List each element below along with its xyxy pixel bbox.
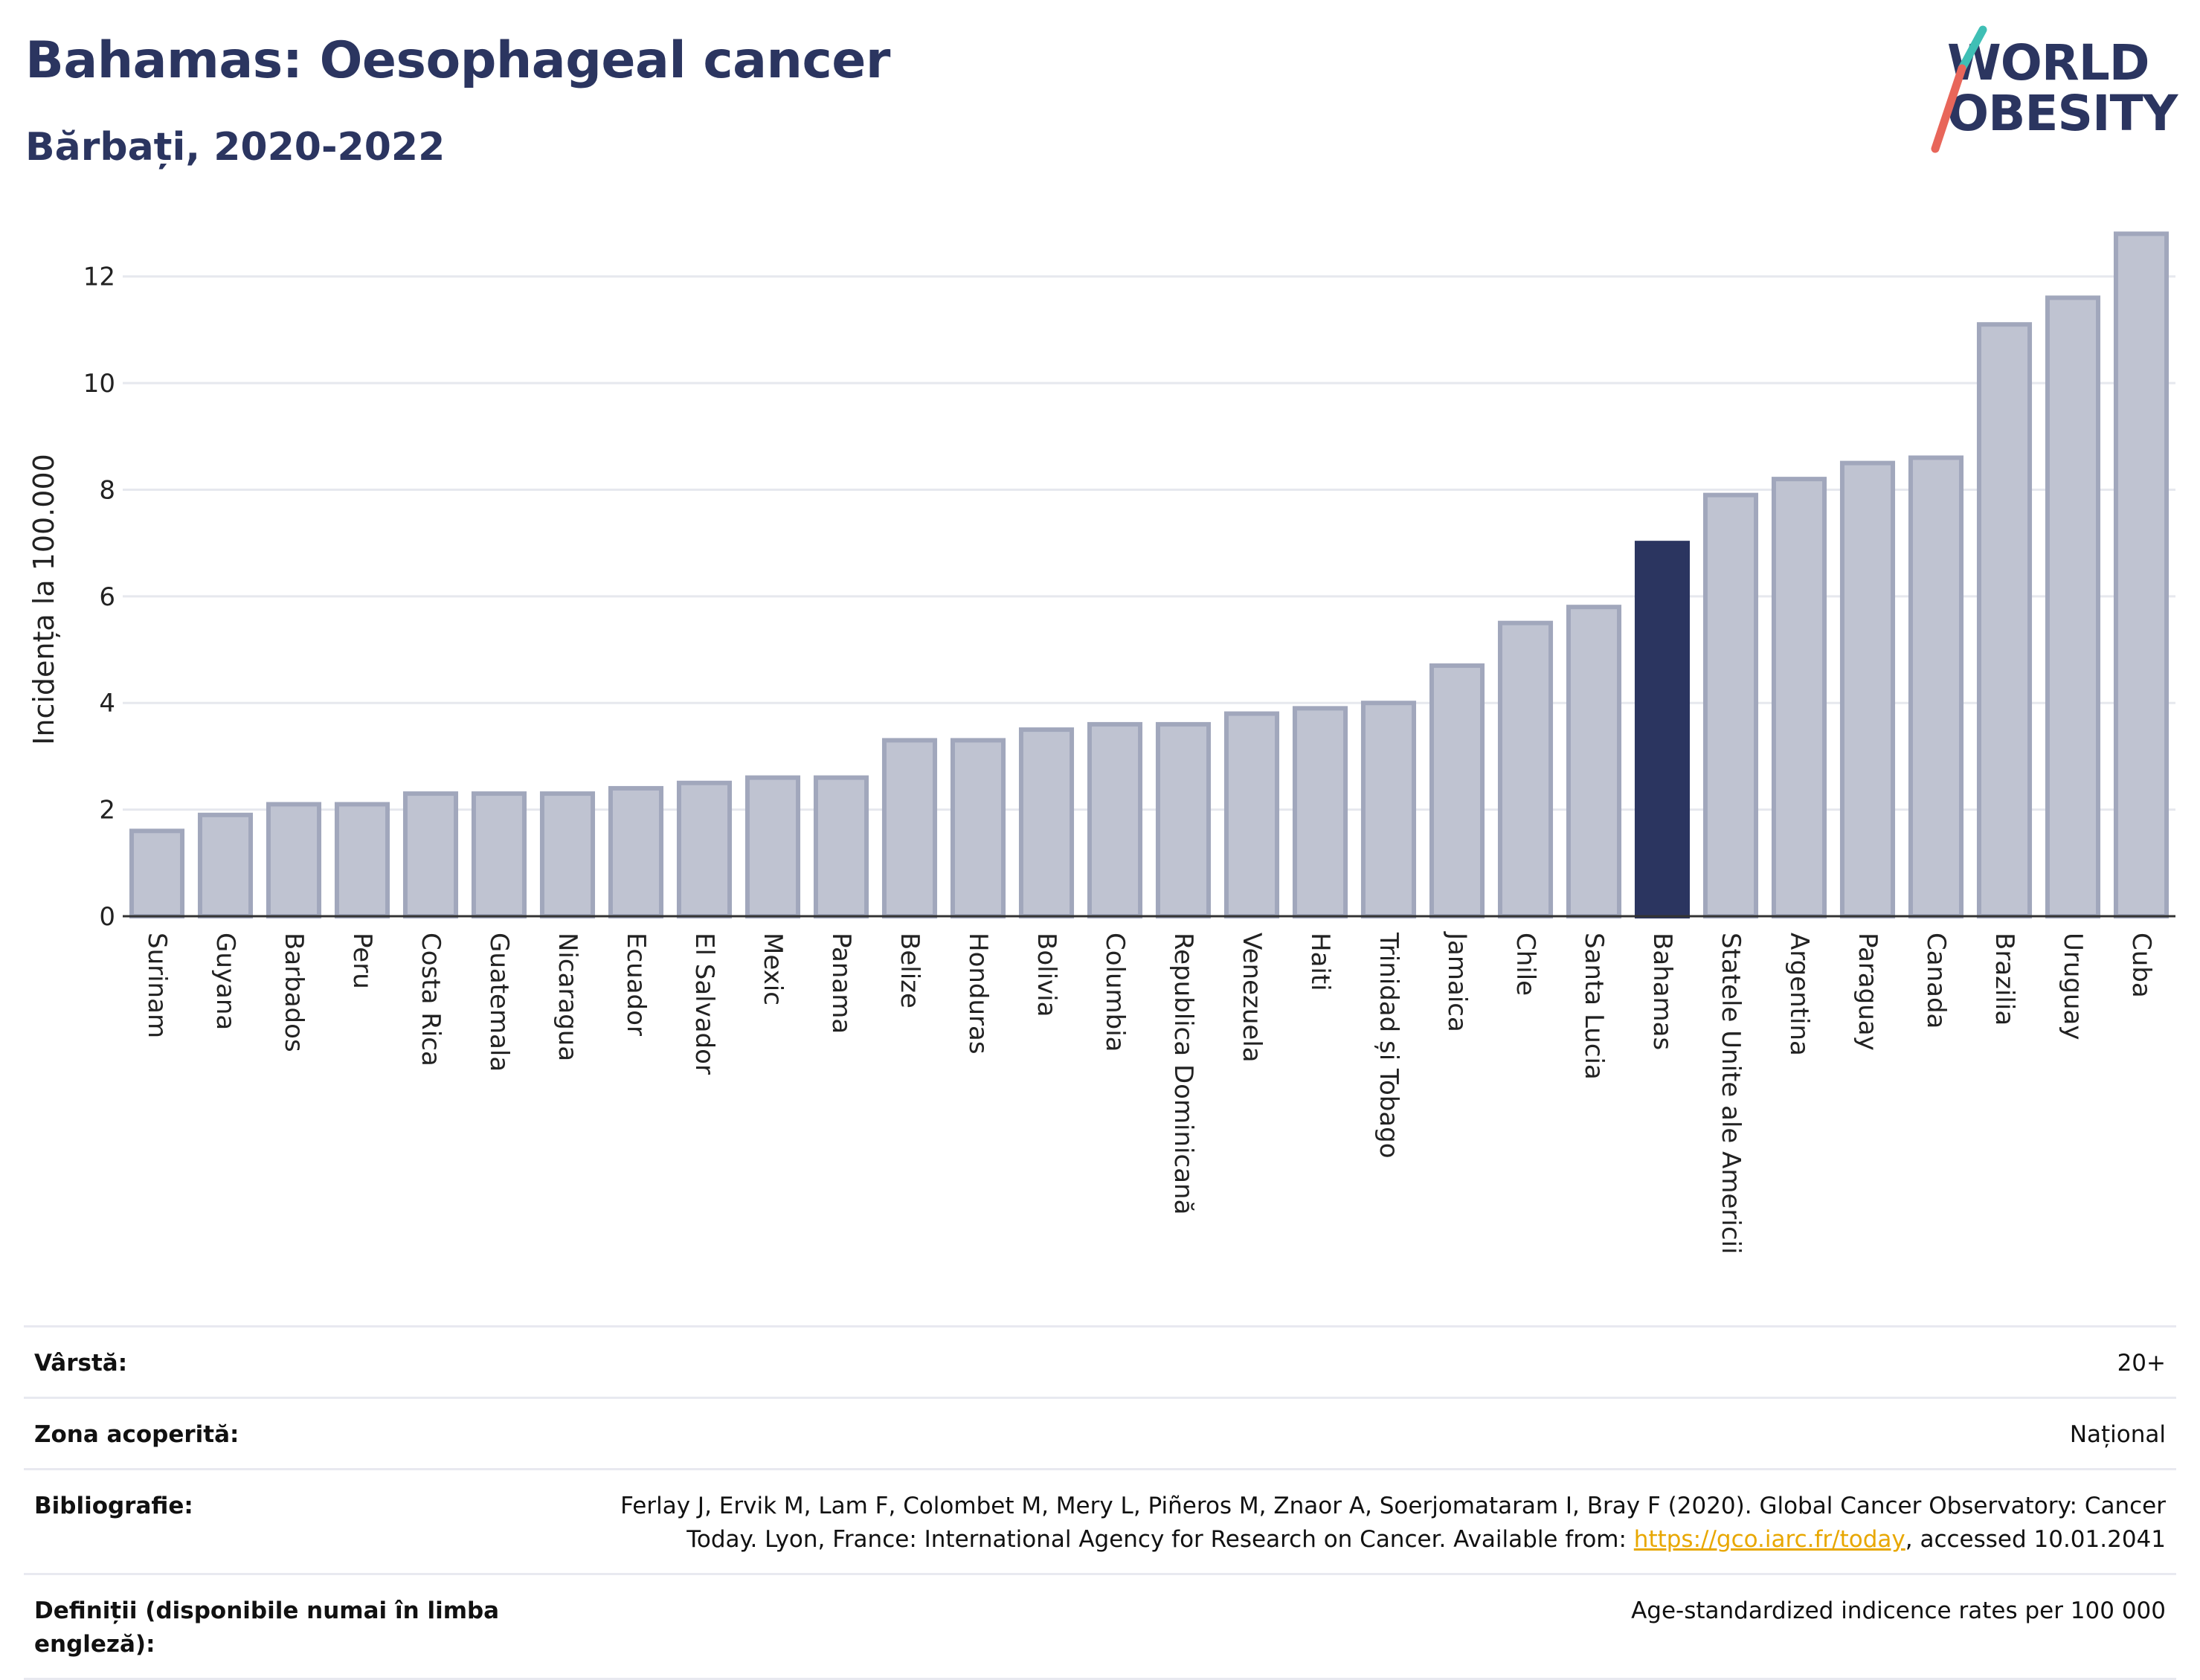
x-tick-label: Ecuador (621, 933, 651, 1036)
bar (402, 791, 459, 918)
bibliography-value: Ferlay J, Ervik M, Lam F, Colombet M, Me… (521, 1467, 2176, 1574)
x-tick-label: Santa Lucia (1579, 933, 1609, 1080)
y-axis-title: Incidența la 100.000 (28, 454, 60, 745)
bar (1018, 727, 1075, 918)
x-tick-label: Surinam (142, 933, 172, 1038)
x-tick-label: Jamaica (1442, 931, 1472, 1032)
y-tick-label: 0 (99, 902, 115, 932)
bar (676, 780, 733, 918)
bibliography-text-1: Ferlay J, Ervik M, Lam F, Colombet M, Me… (620, 1492, 2166, 1519)
y-tick-label: 4 (99, 689, 115, 718)
x-tick-label: Venezuela (1237, 933, 1267, 1063)
bar (539, 791, 596, 918)
bar (266, 802, 322, 919)
x-tick-label: Peru (347, 933, 377, 989)
age-value: 20+ (521, 1325, 2176, 1398)
bar (1908, 455, 1964, 918)
x-tick-label: Trinidad și Tobago (1374, 932, 1403, 1159)
y-axis-ticks: 0 2 4 6 8 10 12 (83, 263, 115, 932)
x-tick-label: Republica Dominicană (1168, 933, 1198, 1214)
meta-row-definitions: Definiții (disponibile numai în limba en… (24, 1572, 2176, 1680)
logo-line-2: OBESITY (1947, 85, 2178, 142)
chart-subtitle: Bărbați, 2020-2022 (25, 125, 446, 170)
x-tick-label: Chile (1511, 933, 1540, 996)
bibliography-label: Bibliografie: (24, 1467, 521, 1574)
bar (1497, 620, 1554, 918)
x-tick-label: Mexic (758, 933, 788, 1005)
x-tick-label: Haiti (1305, 933, 1335, 991)
x-tick-label: Barbados (279, 933, 309, 1052)
definitions-value: Age-standardized indicence rates per 100… (521, 1572, 2176, 1680)
bar (1360, 701, 1417, 918)
x-tick-label: Nicaragua (553, 933, 582, 1061)
x-tick-label: Cuba (2126, 933, 2156, 998)
x-tick-label: Canada (1921, 933, 1951, 1029)
bar (129, 828, 185, 918)
bar (1771, 477, 1827, 919)
bar (1223, 711, 1280, 918)
bibliography-text-3: , accessed 10.01.2041 (1905, 1525, 2166, 1553)
bar (1976, 322, 2033, 918)
meta-row-bibliography: Bibliografie: Ferlay J, Ervik M, Lam F, … (24, 1467, 2176, 1574)
x-tick-label: Belize (895, 933, 924, 1008)
x-tick-label: Bahamas (1647, 933, 1677, 1050)
y-tick-label: 6 (99, 582, 115, 612)
bar (1702, 492, 1759, 918)
bar (1839, 460, 1896, 919)
x-axis-ticks: Surinam Guyana Barbados Peru Costa Rica Guate… (142, 931, 2156, 1254)
x-tick-label: Columbia (1100, 933, 1130, 1052)
bar (950, 738, 1006, 919)
world-obesity-logo: WORLD OBESITY (1904, 22, 2187, 156)
bar (2045, 295, 2101, 919)
x-tick-label: Bolivia (1032, 933, 1061, 1017)
meta-row-zone: Zona acoperită: Național (24, 1396, 2176, 1470)
metadata-table: Vârstă: 20+ Zona acoperită: Național Bib… (24, 1325, 2176, 1680)
bar-highlighted (1634, 541, 1691, 918)
bar (881, 738, 938, 919)
x-tick-label: Paraguay (1853, 933, 1882, 1051)
bar (471, 791, 527, 918)
y-tick-label: 8 (99, 475, 115, 505)
bar (744, 775, 801, 918)
y-tick-label: 12 (83, 263, 115, 292)
gridlines (123, 275, 2175, 811)
meta-row-age: Vârstă: 20+ (24, 1325, 2176, 1398)
x-tick-label: Costa Rica (416, 933, 446, 1066)
bibliography-text-2: Today. Lyon, France: International Agenc… (686, 1525, 1634, 1553)
x-tick-label: Statele Unite ale Americii (1716, 933, 1746, 1254)
x-tick-label: Uruguay (2058, 933, 2088, 1040)
bar (1155, 721, 1212, 919)
x-tick-label: Panama (826, 933, 856, 1034)
x-tick-label: Argentina (1784, 933, 1814, 1056)
bar (197, 812, 254, 918)
x-tick-label: El Salvador (689, 933, 719, 1075)
logo-line-1: WORLD (1947, 34, 2150, 91)
age-label: Vârstă: (24, 1325, 521, 1398)
bar (1087, 721, 1143, 919)
zone-label: Zona acoperită: (24, 1396, 521, 1470)
bar (334, 802, 390, 919)
bar-chart: 0 2 4 6 8 10 12 Surinam Guyana Barbados Peru Costa… (28, 231, 2175, 1254)
chart-title: Bahamas: Oesophageal cancer (25, 31, 890, 90)
y-tick-label: 2 (99, 796, 115, 825)
bar (2113, 231, 2170, 919)
bar (1292, 706, 1348, 919)
y-tick-label: 10 (83, 369, 115, 399)
bar (813, 775, 869, 918)
bar (1566, 605, 1622, 919)
bar (608, 785, 664, 919)
bars (129, 231, 2170, 919)
zone-value: Național (521, 1396, 2176, 1470)
bibliography-link[interactable]: https://gco.iarc.fr/today (1633, 1525, 1905, 1553)
x-tick-label: Brazilia (1990, 933, 2019, 1026)
x-tick-label: Guyana (210, 933, 240, 1030)
x-tick-label: Honduras (963, 933, 993, 1055)
x-tick-label: Guatemala (484, 933, 514, 1072)
definitions-label: Definiții (disponibile numai în limba en… (24, 1572, 521, 1680)
logo-slash-icon (1931, 25, 1987, 153)
bar (1429, 663, 1485, 918)
